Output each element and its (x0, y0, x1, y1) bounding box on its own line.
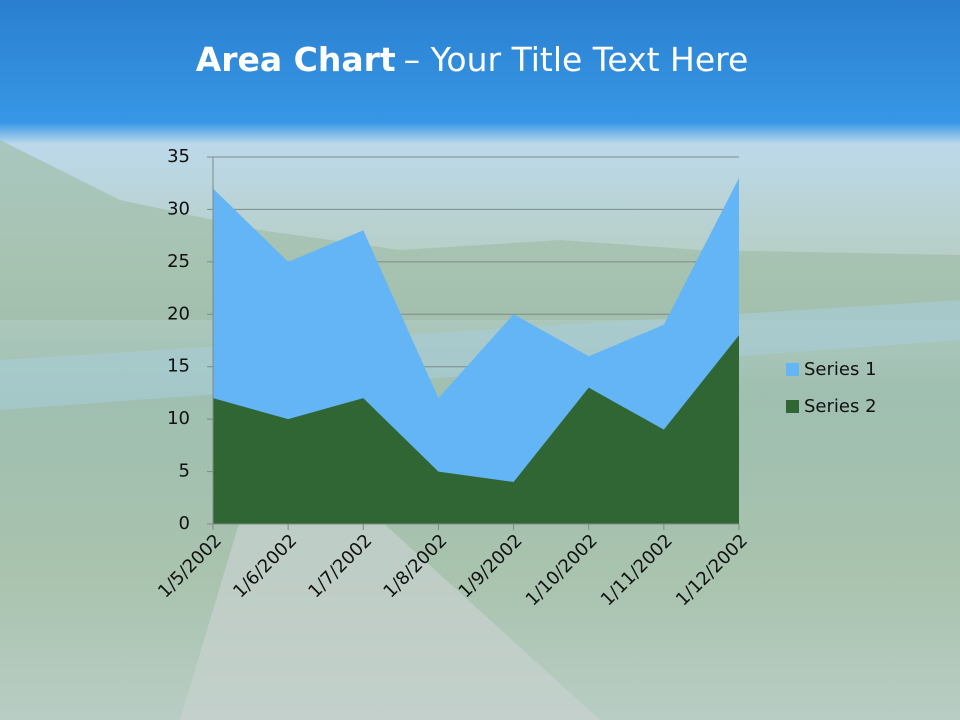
y-tick-label: 10 (167, 408, 190, 429)
y-tick-label: 0 (179, 513, 190, 534)
y-tick-label: 25 (167, 251, 190, 272)
legend-swatch (786, 363, 799, 376)
runway (180, 520, 600, 720)
legend-label: Series 2 (804, 396, 877, 417)
title-rest: – Your Title Text Here (403, 40, 749, 79)
y-tick-label: 20 (167, 303, 190, 324)
area (213, 335, 739, 524)
y-tick-label: 5 (179, 461, 190, 482)
slide-title: Area Chart – Your Title Text Here (0, 40, 944, 79)
y-tick-label: 30 (167, 198, 190, 219)
y-tick-label: 35 (167, 146, 190, 167)
y-tick-label: 15 (167, 356, 190, 377)
title-bold: Area Chart (195, 40, 396, 79)
legend-label: Series 1 (804, 359, 877, 380)
legend-swatch (786, 400, 799, 413)
